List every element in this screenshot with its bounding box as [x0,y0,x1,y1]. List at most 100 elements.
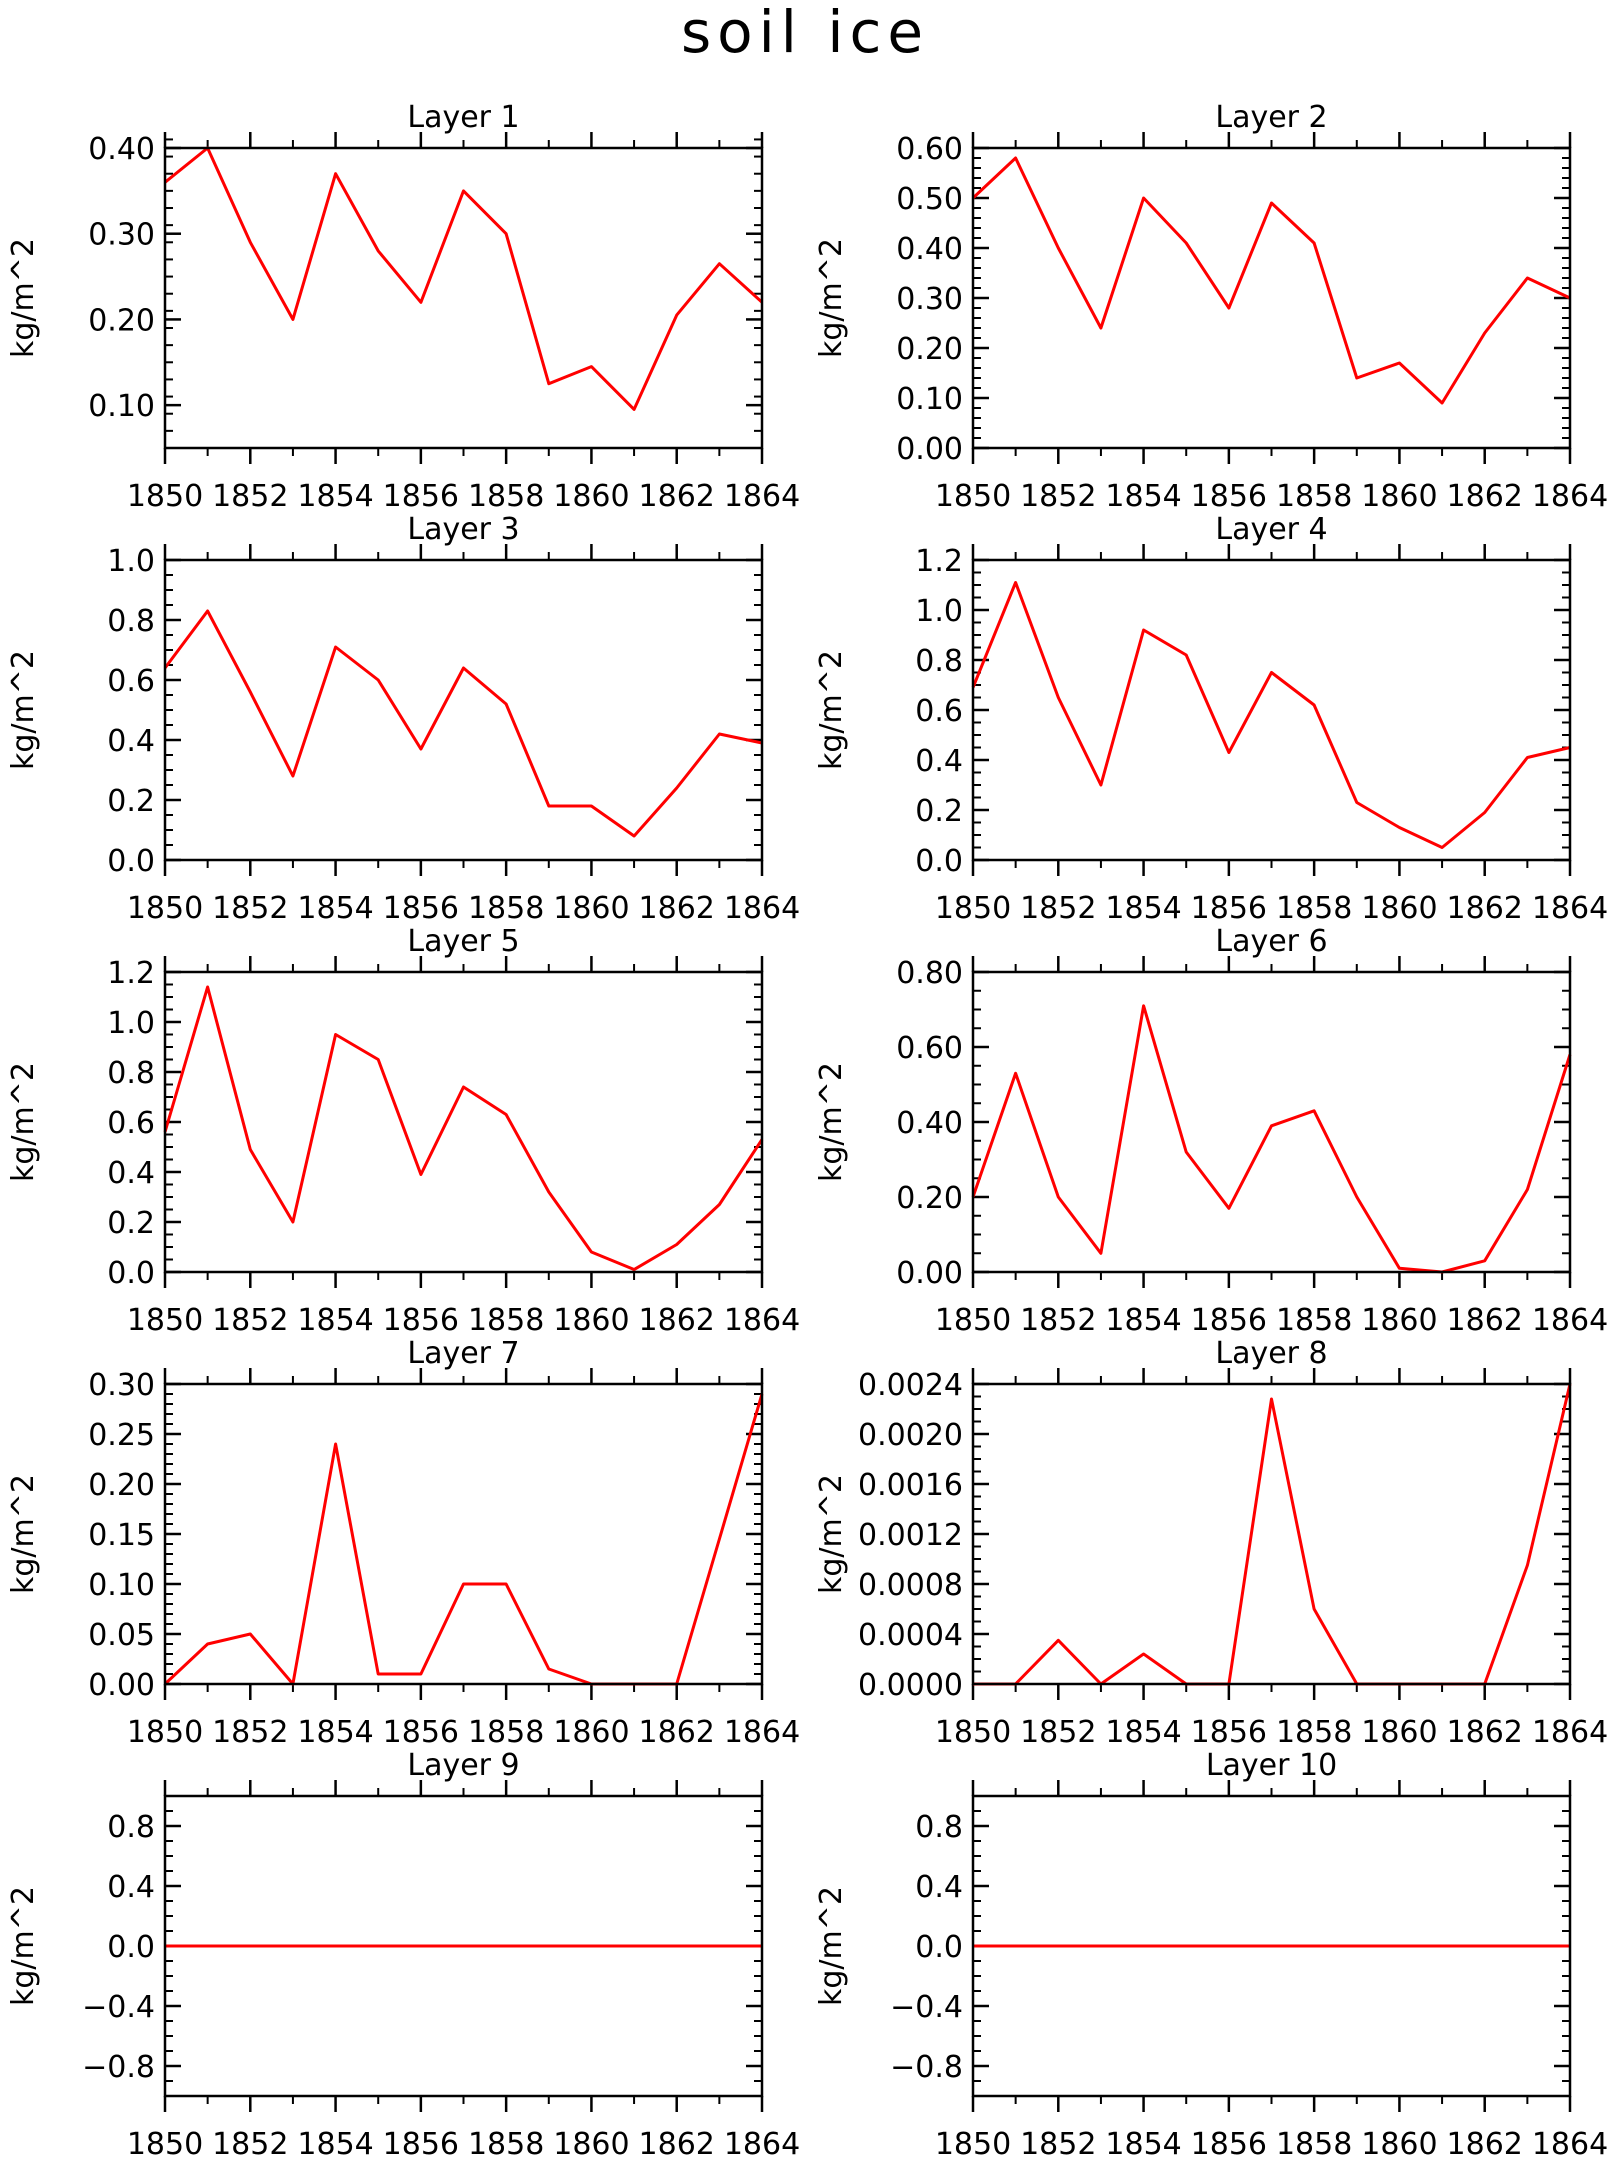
layer-10-x-tick-label: 1850 [935,2127,1011,2160]
layer-3-x-tick-label: 1862 [639,891,715,926]
layer-10-y-tick-label: −0.8 [890,2050,963,2085]
panel-9: Layer 9 kg/m^2 −0.8 −0.4 0.0 0.4 0.8 1850 1852 18… [6,1748,800,2160]
layer-9-ylabel: kg/m^2 [6,1886,41,2006]
layer-10-y-tick-label: 0.8 [915,1810,963,1845]
layer-6-y-tick-label: 0.00 [896,1256,963,1291]
layer-2-ylabel: kg/m^2 [814,238,849,358]
layer-10-title: Layer 10 [1206,1748,1337,1783]
layer-5-plot-frame [163,970,764,1274]
layer-4-ylabel: kg/m^2 [814,650,849,770]
layer-3-x-tick-label: 1850 [127,891,203,926]
panel-2: Layer 2 kg/m^2 0.00 0.10 0.20 0.30 0.40 0.50 0.6… [814,100,1608,514]
layer-1-x-tick-label: 1862 [639,479,715,514]
layer-2-x-tick-label: 1854 [1105,479,1181,514]
layer-9-x-tick-label: 1854 [297,2127,373,2160]
layer-6-x-tick-label: 1864 [1532,1303,1608,1338]
layer-8-y-tick-label: 0.0016 [858,1468,963,1503]
layer-6-y-tick-label: 0.80 [896,956,963,991]
layer-4-series-line [971,581,1571,849]
layer-9-y-tick-label: 0.4 [107,1870,155,1905]
layer-1-x-tick-label: 1854 [297,479,373,514]
layer-3-x-tick-label: 1864 [724,891,800,926]
layer-8-x-tick-label: 1864 [1532,1715,1608,1750]
layer-3-y-tick-label: 0.4 [107,724,155,759]
layer-10-x-tick-label: 1862 [1447,2127,1523,2160]
layer-7-x-tick-label: 1862 [639,1715,715,1750]
layer-4-y-tick-label: 1.0 [915,594,963,629]
layer-9-y-tick-label: −0.4 [82,1990,155,2025]
panel-7: Layer 7 kg/m^2 0.00 0.05 0.10 0.15 0.20 0.25 0.3… [6,1336,800,1750]
panel-1: Layer 1 kg/m^2 0.10 0.20 0.30 0.40 1850 1852 185… [6,100,800,514]
layer-5-y-tick-label: 0.6 [107,1106,155,1141]
layer-5-y-tick-label: 1.0 [107,1006,155,1041]
layer-8-y-tick-label: 0.0008 [858,1568,963,1603]
layer-4-x-tick-label: 1852 [1020,891,1096,926]
layer-7-x-tick-label: 1856 [383,1715,459,1750]
layer-9-x-tick-label: 1864 [724,2127,800,2160]
layer-4-y-tick-label: 0.8 [915,644,963,679]
layer-8-plot-frame [971,1382,1572,1686]
layer-10-plot-frame [971,1794,1572,2098]
layer-8-x-tick-label: 1852 [1020,1715,1096,1750]
layer-6-x-tick-label: 1850 [935,1303,1011,1338]
panel-4: Layer 4 kg/m^2 0.0 0.2 0.4 0.6 0.8 1.0 1.2 1850 18… [814,512,1608,926]
layer-3-y-tick-label: 0.6 [107,664,155,699]
layer-8-y-tick-label: 0.0012 [858,1518,963,1553]
layer-3-y-tick-label: 0.8 [107,604,155,639]
layer-7-x-tick-label: 1864 [724,1715,800,1750]
layer-6-series-line [971,1004,1572,1274]
layer-7-y-tick-label: 0.10 [88,1568,155,1603]
layer-10-x-tick-label: 1856 [1191,2127,1267,2160]
layer-8-y-tick-label: 0.0004 [858,1618,963,1653]
layer-2-y-tick-label: 0.60 [896,132,963,167]
layer-3-x-tick-label: 1860 [553,891,629,926]
layer-5-x-tick-label: 1852 [212,1303,288,1338]
layer-8-ylabel: kg/m^2 [814,1474,849,1594]
layer-9-y-tick-label: −0.8 [82,2050,155,2085]
layer-7-x-tick-label: 1852 [212,1715,288,1750]
layer-7-series-line [163,1393,764,1686]
figure-title: soil ice [681,0,929,66]
layer-8-title: Layer 8 [1215,1336,1327,1371]
layer-4-x-tick-label: 1850 [935,891,1011,926]
layer-8-series-line [973,1383,1572,1686]
layer-6-title: Layer 6 [1215,924,1327,959]
layer-7-x-tick-label: 1854 [297,1715,373,1750]
panel-grid: Layer 1 kg/m^2 0.10 0.20 0.30 0.40 1850 1852 185… [6,100,1608,2160]
layer-2-y-tick-label: 0.10 [896,382,963,417]
layer-10-y-tick-label: 0.4 [915,1870,963,1905]
layer-4-x-tick-label: 1858 [1276,891,1352,926]
layer-4-y-tick-label: 0.2 [915,794,963,829]
layer-5-y-tick-label: 0.4 [107,1156,155,1191]
layer-1-title: Layer 1 [407,100,519,135]
layer-3-y-tick-label: 1.0 [107,544,155,579]
layer-7-x-tick-label: 1860 [553,1715,629,1750]
layer-9-title: Layer 9 [407,1748,519,1783]
layer-7-title: Layer 7 [407,1336,519,1371]
layer-8-y-tick-label: 0.0000 [858,1668,963,1703]
layer-8-x-tick-label: 1858 [1276,1715,1352,1750]
layer-4-y-tick-label: 0.4 [915,744,963,779]
layer-2-x-tick-label: 1858 [1276,479,1352,514]
layer-7-y-tick-label: 0.15 [88,1518,155,1553]
layer-1-plot-frame [163,146,764,450]
layer-3-plot-frame [163,558,764,862]
layer-3-x-tick-label: 1856 [383,891,459,926]
layer-5-x-tick-label: 1856 [383,1303,459,1338]
layer-5-x-tick-label: 1850 [127,1303,203,1338]
layer-10-y-tick-label: −0.4 [890,1990,963,2025]
layer-9-x-tick-label: 1856 [383,2127,459,2160]
layer-10-x-tick-label: 1852 [1020,2127,1096,2160]
layer-3-series-line [163,609,763,838]
layer-7-x-tick-label: 1850 [127,1715,203,1750]
layer-3-x-tick-label: 1854 [297,891,373,926]
layer-5-ylabel: kg/m^2 [6,1062,41,1182]
layer-5-y-tick-label: 0.8 [107,1056,155,1091]
layer-4-x-tick-label: 1860 [1361,891,1437,926]
panel-10: Layer 10 kg/m^2 −0.8 −0.4 0.0 0.4 0.8 1850 1852 1… [814,1748,1608,2160]
layer-3-y-tick-label: 0.0 [107,844,155,879]
layer-7-y-tick-label: 0.05 [88,1618,155,1653]
layer-9-y-tick-label: 0.0 [107,1930,155,1965]
layer-4-x-tick-label: 1856 [1191,891,1267,926]
